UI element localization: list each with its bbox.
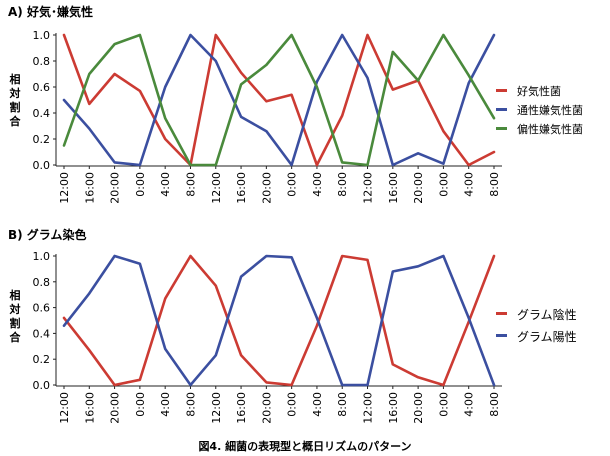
chart-a-y-tick-label: 1.0 [33, 29, 51, 42]
chart-a-y-tick-label: 0.6 [33, 81, 51, 94]
chart-a-series-line-2 [62, 33, 496, 167]
chart-a-x-tick-label: 0:00 [134, 172, 147, 197]
chart-a-y-tick-label: 0.8 [33, 55, 51, 68]
chart-b-x-tick-label: 12:00 [362, 392, 375, 424]
chart-b-y-tick-label: 0.0 [33, 379, 51, 392]
chart-b-x-tick-label: 12:00 [210, 392, 223, 424]
chart-a-x-tick-label: 12:00 [362, 172, 375, 204]
chart-b-x-tick-label: 20:00 [412, 392, 425, 424]
chart-b-x-tick-label: 16:00 [387, 392, 400, 424]
chart-a-x-tick-label: 12:00 [210, 172, 223, 204]
chart-b-x-tick-label: 4:00 [159, 392, 172, 417]
chart-b-y-tick-label: 0.6 [33, 302, 51, 315]
chart-b-x-tick-label: 12:00 [58, 392, 71, 424]
chart-b-y-tick-label: 0.4 [33, 327, 51, 340]
chart-a-series-line-1 [62, 33, 496, 167]
chart-b-x-tick-label: 0:00 [286, 392, 299, 417]
chart-a-x-tick-label: 16:00 [235, 172, 248, 204]
chart-b-title: B) グラム染色 [8, 228, 87, 242]
chart-a-x-tick-label: 4:00 [311, 172, 324, 197]
chart-b-x-tick-label: 8:00 [336, 392, 349, 417]
chart-a-x-tick-label: 4:00 [463, 172, 476, 197]
chart-a-legend-swatch [496, 127, 507, 130]
chart-a-x-tick-label: 20:00 [109, 172, 122, 204]
chart-a-x-tick-label: 8:00 [336, 172, 349, 197]
chart-b-series-line-2 [62, 254, 496, 387]
chart-b-plot: 0.0 0.2 0.4 0.6 0.8 1.0 12:00 16:00 20:00 0:00 4:0… [33, 250, 502, 424]
chart-a-x-tick-label: 12:00 [58, 172, 71, 204]
chart-a-title: A) 好気･嫌気性 [8, 5, 93, 19]
chart-b-y-tick-label: 1.0 [33, 250, 51, 263]
chart-b-y-tick-label: 0.2 [33, 353, 51, 366]
chart-a-x-tick-label: 4:00 [159, 172, 172, 197]
chart-b-x-tick-label: 4:00 [463, 392, 476, 417]
chart-b-legend-label: グラム陰性 [517, 308, 577, 322]
chart-b-legend-swatch [496, 334, 507, 337]
chart-a-series-line-3 [62, 33, 496, 167]
chart-a-legend-label: 偏性嫌気性菌 [517, 123, 583, 136]
chart-a-x-tick-label: 8:00 [184, 172, 197, 197]
chart-b-series-line-1 [62, 254, 496, 387]
chart-a-legend-swatch [496, 108, 507, 111]
chart-b-x-tick-label: 20:00 [260, 392, 273, 424]
chart-a-x-tick-label: 16:00 [83, 172, 96, 204]
chart-b-x-tick-label: 16:00 [235, 392, 248, 424]
chart-a-x-tick-label: 16:00 [387, 172, 400, 204]
chart-b-ylabel: 相対割合 [9, 289, 21, 344]
figure-caption: 図4. 細菌の表現型と概日リズムのパターン [198, 440, 412, 453]
chart-b-x-tick-label: 20:00 [109, 392, 122, 424]
chart-b-x-tick-label: 16:00 [83, 392, 96, 424]
chart-a-y-tick-label: 0.4 [33, 107, 51, 120]
chart-a-ylabel: 相対割合 [9, 73, 21, 128]
chart-b-x-tick-label: 8:00 [184, 392, 197, 417]
chart-a-x-tick-label: 0:00 [286, 172, 299, 197]
chart-a-legend-swatch [496, 89, 507, 92]
chart-a-x-tick-label: 0:00 [437, 172, 450, 197]
chart-a-x-tick-label: 20:00 [412, 172, 425, 204]
chart-b-legend-label: グラム陽性 [517, 330, 577, 344]
chart-a-y-tick-label: 0.2 [33, 133, 51, 146]
chart-a-legend-label: 好気性菌 [517, 85, 561, 98]
chart-b-x-tick-label: 8:00 [488, 392, 501, 417]
chart-b-x-tick-label: 0:00 [437, 392, 450, 417]
chart-a-y-tick-label: 0.0 [33, 159, 51, 172]
chart-b-y-tick-label: 0.8 [33, 276, 51, 289]
chart-a-legend-label: 通性嫌気性菌 [517, 104, 583, 117]
chart-a-plot: 0.0 0.2 0.4 0.6 0.8 1.0 12:00 16:00 20:00 0:00 4:0… [33, 29, 502, 204]
chart-a-x-tick-label: 8:00 [488, 172, 501, 197]
chart-b-x-tick-label: 0:00 [134, 392, 147, 417]
chart-b-x-tick-label: 4:00 [311, 392, 324, 417]
chart-a-x-tick-label: 20:00 [260, 172, 273, 204]
chart-b-legend-swatch [496, 312, 507, 315]
